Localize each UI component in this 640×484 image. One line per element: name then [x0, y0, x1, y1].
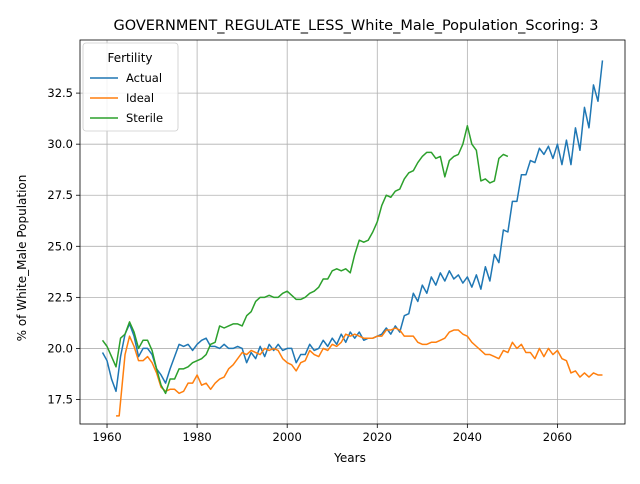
y-tick-label: 17.5	[47, 392, 73, 406]
y-tick-label: 20.0	[47, 341, 73, 355]
x-tick-label: 2000	[273, 430, 302, 444]
legend-entries: Actual Ideal Sterile	[90, 71, 163, 125]
x-tick-label: 1980	[182, 430, 211, 444]
y-tick-label: 32.5	[47, 86, 73, 100]
legend-title: Fertility	[107, 51, 152, 65]
x-axis-ticks: 1960 1980 2000 2020 2040 2060	[92, 424, 572, 444]
y-axis-ticks: 17.5 20.0 22.5 25.0 27.5 30.0 32.5	[47, 86, 80, 406]
legend-box	[82, 42, 179, 132]
legend: Fertility Actual Ideal Sterile	[82, 42, 179, 132]
plot-frame	[79, 39, 626, 425]
series-line-ideal	[116, 327, 603, 417]
x-tick-label: 2040	[453, 430, 482, 444]
y-tick-label: 27.5	[47, 188, 73, 202]
y-tick-label: 30.0	[47, 137, 73, 151]
y-tick-label: 22.5	[47, 290, 73, 304]
y-axis-label: % of White_Male Population	[15, 175, 29, 342]
series-lines	[101, 60, 604, 417]
x-tick-label: 2020	[363, 430, 392, 444]
x-axis-label: Years	[333, 451, 366, 465]
legend-label-actual: Actual	[126, 71, 162, 85]
grid	[80, 40, 625, 424]
x-tick-label: 1960	[92, 430, 121, 444]
legend-label-sterile: Sterile	[126, 111, 163, 125]
legend-label-ideal: Ideal	[126, 91, 154, 105]
x-tick-label: 2060	[543, 430, 572, 444]
series-line-sterile	[101, 125, 509, 395]
chart-title: GOVERNMENT_REGULATE_LESS_White_Male_Popu…	[113, 18, 598, 34]
y-tick-label: 25.0	[47, 239, 73, 253]
